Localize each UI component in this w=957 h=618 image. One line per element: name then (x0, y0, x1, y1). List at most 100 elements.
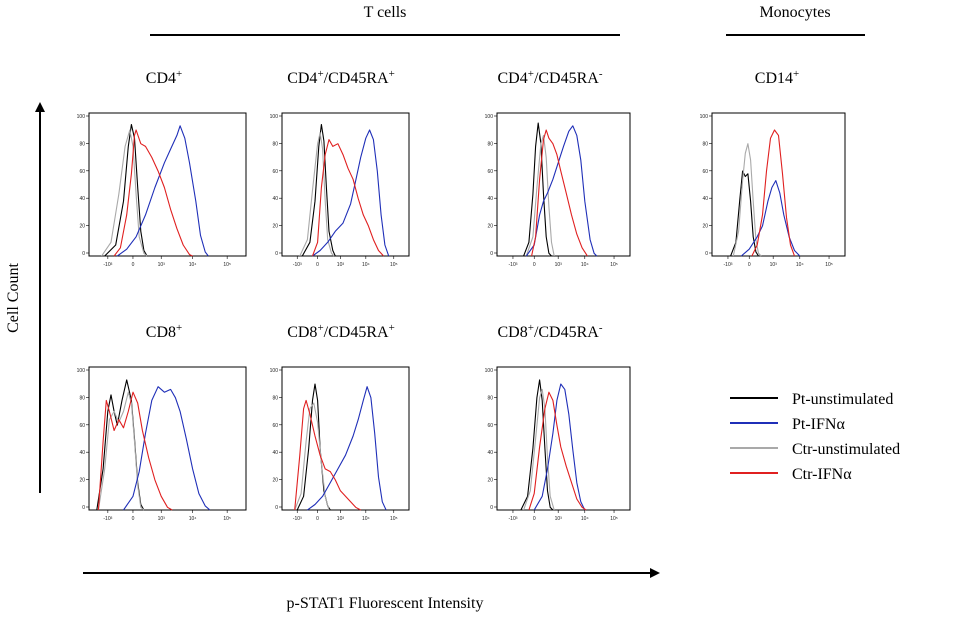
p4-ytick-label: 80 (702, 141, 708, 147)
p4-xtick-label: 10⁴ (796, 262, 804, 268)
p4-title-base: CD14 (755, 70, 793, 87)
p2-xtick-label: 10³ (337, 262, 345, 268)
p7-series-ctr-ifn (528, 391, 587, 511)
p3-title-sup: + (528, 68, 534, 80)
p5-frame (88, 366, 247, 511)
p7-xtick-label: 0 (533, 516, 536, 522)
p2-series-pt-unstimulated (301, 123, 336, 257)
p2-ytick-label: 20 (272, 224, 278, 230)
p4-series-ctr-ifn (751, 129, 796, 257)
p1-xtick-label: -10³ (103, 262, 112, 268)
p6-title-sup2: + (389, 322, 395, 334)
p3-title-base: CD4 (497, 70, 527, 87)
p6-xtick-label: 10³ (337, 516, 345, 522)
p7-series-pt-unstimulated (520, 379, 554, 511)
p5-xtick-label: 0 (132, 516, 135, 522)
monocytes-header: Monocytes (759, 4, 830, 21)
p2-title-base: CD4 (287, 70, 317, 87)
p7-ytick-label: 100 (485, 368, 494, 374)
p7-xtick-label: 10⁴ (581, 516, 589, 522)
p2-series-ctr-unstimulated (299, 132, 335, 257)
p3-frame (496, 112, 631, 257)
p5-ytick-label: 0 (82, 505, 85, 511)
p2-xtick-label: 10⁵ (390, 262, 398, 268)
p7-ytick-label: 40 (487, 450, 493, 456)
p7-title-sup: + (528, 322, 534, 334)
p3-title-sup2: - (599, 68, 603, 80)
p1-ytick-label: 40 (79, 196, 85, 202)
y-axis-label: Cell Count (5, 263, 22, 333)
p5-series-ctr-ifn (97, 391, 173, 511)
p5-title-base: CD8 (146, 324, 176, 341)
p7-frame (496, 366, 631, 511)
p5-ytick-label: 100 (77, 368, 86, 374)
p4-series-ctr-unstimulated (732, 143, 762, 257)
p1-xtick-label: 10⁵ (223, 262, 231, 268)
p7-xtick-label: 10⁵ (610, 516, 618, 522)
p3-title-rest: /CD45RA (534, 70, 599, 87)
p1-xtick-label: 10⁴ (189, 262, 197, 268)
p3-title: CD4+/CD45RA- (497, 68, 602, 87)
p3-series-ctr-unstimulated (525, 134, 555, 257)
p4-xtick-label: 10³ (770, 262, 778, 268)
p3-series-pt-ifn (525, 125, 598, 257)
x-axis-label: p-STAT1 Fluorescent Intensity (287, 595, 484, 612)
p5-title: CD8+ (146, 322, 182, 341)
p3-ytick-label: 80 (487, 141, 493, 147)
p7-ytick-label: 80 (487, 395, 493, 401)
p2-title-sup: + (317, 68, 323, 80)
p2-ytick-label: 80 (272, 141, 278, 147)
p1-ytick-label: 100 (77, 114, 86, 120)
p2-frame (281, 112, 410, 257)
p3-ytick-label: 60 (487, 169, 493, 175)
p1-title-sup: + (176, 68, 182, 80)
p3-xtick-label: 10³ (555, 262, 563, 268)
p1-title-base: CD4 (146, 70, 176, 87)
p5-xtick-label: -10³ (103, 516, 112, 522)
p4-series-pt-unstimulated (730, 170, 759, 257)
p6-ytick-label: 100 (270, 368, 279, 374)
p2-title-sup2: + (389, 68, 395, 80)
p5-xtick-label: 10⁵ (223, 516, 231, 522)
p2-series-pt-ifn (312, 129, 390, 257)
p5-ytick-label: 20 (79, 478, 85, 484)
p7-ytick-label: 20 (487, 478, 493, 484)
p4-ytick-label: 100 (700, 114, 709, 120)
p6-series-ctr-unstimulated (294, 402, 330, 511)
panel-cd8-cd45ra-neg: CD8+/CD45RA- 100 80 60 40 20 0 -10³ 0 10³ 10⁴ 10⁵ (485, 322, 631, 522)
p2-ytick-label: 60 (272, 169, 278, 175)
p6-ytick-label: 0 (275, 505, 278, 511)
p3-ytick-label: 20 (487, 224, 493, 230)
p3-ytick-label: 100 (485, 114, 494, 120)
p2-series-ctr-ifn (311, 139, 385, 257)
p1-xtick-label: 10³ (158, 262, 166, 268)
panel-cd4-cd45ra-neg: CD4+/CD45RA- 100 80 60 40 20 0 -10³ 0 10³ 10⁴ 10⁵ (485, 68, 631, 268)
p1-xtick-label: 0 (132, 262, 135, 268)
p3-series-pt-unstimulated (523, 122, 552, 257)
legend-label-ctr-ifna: Ctr-IFNα (792, 466, 852, 483)
p7-series-ctr-unstimulated (523, 388, 555, 511)
p7-title-base: CD8 (497, 324, 527, 341)
p5-series-pt-ifn (123, 386, 211, 511)
p4-ytick-label: 40 (702, 196, 708, 202)
p6-ytick-label: 80 (272, 395, 278, 401)
p1-ytick-label: 60 (79, 169, 85, 175)
p6-xtick-label: 10⁴ (362, 516, 370, 522)
p2-ytick-label: 40 (272, 196, 278, 202)
p6-ytick-label: 20 (272, 478, 278, 484)
p2-xtick-label: -10³ (293, 262, 302, 268)
p6-xtick-label: -10³ (293, 516, 302, 522)
p5-ytick-label: 40 (79, 450, 85, 456)
p4-ytick-label: 0 (705, 251, 708, 257)
p2-title: CD4+/CD45RA+ (287, 68, 395, 87)
p7-xtick-label: -10³ (509, 516, 518, 522)
p6-xtick-label: 10⁵ (390, 516, 398, 522)
p6-frame (281, 366, 410, 511)
p2-xtick-label: 10⁴ (362, 262, 370, 268)
p1-ytick-label: 20 (79, 224, 85, 230)
p2-title-rest: /CD45RA (324, 70, 389, 87)
p6-ytick-label: 40 (272, 450, 278, 456)
p6-series-ctr-ifn (294, 399, 361, 511)
legend-label-pt-unstimulated: Pt-unstimulated (792, 391, 893, 408)
